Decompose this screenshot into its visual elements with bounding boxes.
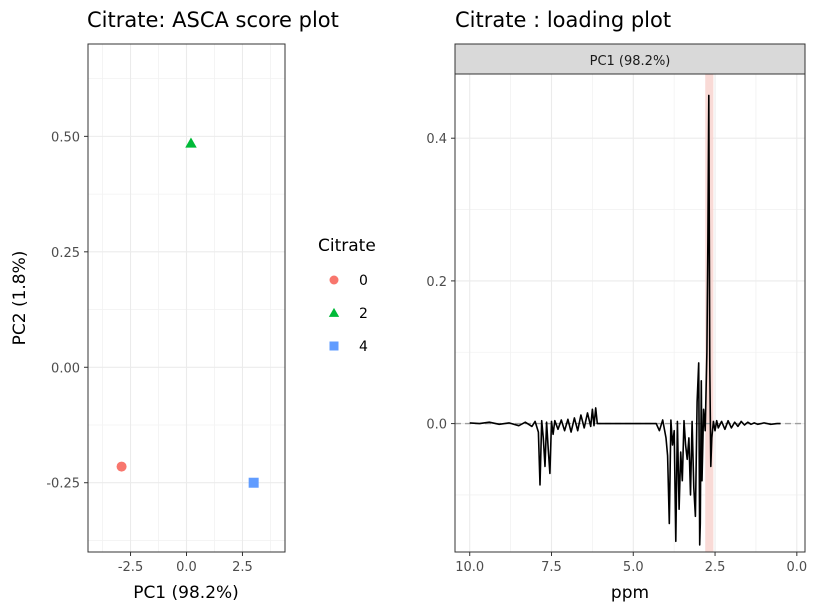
y-tick-label: 0.25 xyxy=(51,246,80,261)
score-plot-y-axis-title: PC2 (1.8%) xyxy=(10,251,30,346)
score-plot: Citrate: ASCA score plot -2.5 0.0 2.5 -0.2… xyxy=(10,8,339,603)
x-tick-label: 0.0 xyxy=(786,560,807,575)
x-tick-label: 2.5 xyxy=(705,560,726,575)
y-tick-label: 0.0 xyxy=(426,418,447,433)
score-plot-grid xyxy=(88,44,285,552)
y-tick-label: 0.2 xyxy=(426,275,447,290)
x-tick-label: 10.0 xyxy=(455,560,484,575)
legend-title: Citrate xyxy=(318,236,376,256)
x-tick-label: 5.0 xyxy=(623,560,644,575)
y-tick-label: 0.00 xyxy=(51,361,80,376)
score-plot-points xyxy=(116,137,259,488)
legend-label-0: 0 xyxy=(359,273,368,289)
score-plot-y-ticks: -0.25 0.00 0.25 0.50 xyxy=(46,130,88,492)
score-point-group-4 xyxy=(248,477,259,488)
score-point-group-0 xyxy=(116,461,127,472)
loading-plot-x-axis-title: ppm xyxy=(611,583,649,603)
legend-key-0 xyxy=(329,275,339,285)
y-tick-label: -0.25 xyxy=(46,477,80,492)
facet-strip xyxy=(454,43,806,75)
loading-plot-x-ticks: 10.0 7.5 5.0 2.5 0.0 xyxy=(455,552,807,575)
loading-plot-title: Citrate : loading plot xyxy=(455,8,671,32)
x-tick-label: 0.0 xyxy=(176,560,197,575)
legend-label-2: 2 xyxy=(359,306,368,322)
legend: Citrate 0 2 4 xyxy=(318,236,376,355)
legend-entries: 0 2 4 xyxy=(328,273,368,355)
legend-label-4: 4 xyxy=(359,339,368,355)
score-plot-x-ticks: -2.5 0.0 2.5 xyxy=(118,552,253,575)
loading-plot-y-ticks: 0.0 0.2 0.4 xyxy=(426,132,455,433)
x-tick-label: -2.5 xyxy=(118,560,143,575)
y-tick-label: 0.50 xyxy=(51,130,80,145)
y-tick-label: 0.4 xyxy=(426,132,447,147)
loading-plot-panel xyxy=(455,74,805,552)
x-tick-label: 2.5 xyxy=(232,560,253,575)
score-plot-x-axis-title: PC1 (98.2%) xyxy=(133,583,239,603)
legend-key-2 xyxy=(328,307,340,317)
loading-plot: Citrate : loading plot PC1 (98.2%) 10.0 7… xyxy=(426,8,807,603)
score-point-group-2 xyxy=(185,137,197,148)
legend-key-4 xyxy=(329,341,339,351)
loading-series-line xyxy=(469,94,781,546)
x-tick-label: 7.5 xyxy=(541,560,562,575)
loading-plot-border xyxy=(454,73,806,553)
facet-strip-label: PC1 (98.2%) xyxy=(590,54,671,69)
score-plot-title: Citrate: ASCA score plot xyxy=(87,8,339,32)
